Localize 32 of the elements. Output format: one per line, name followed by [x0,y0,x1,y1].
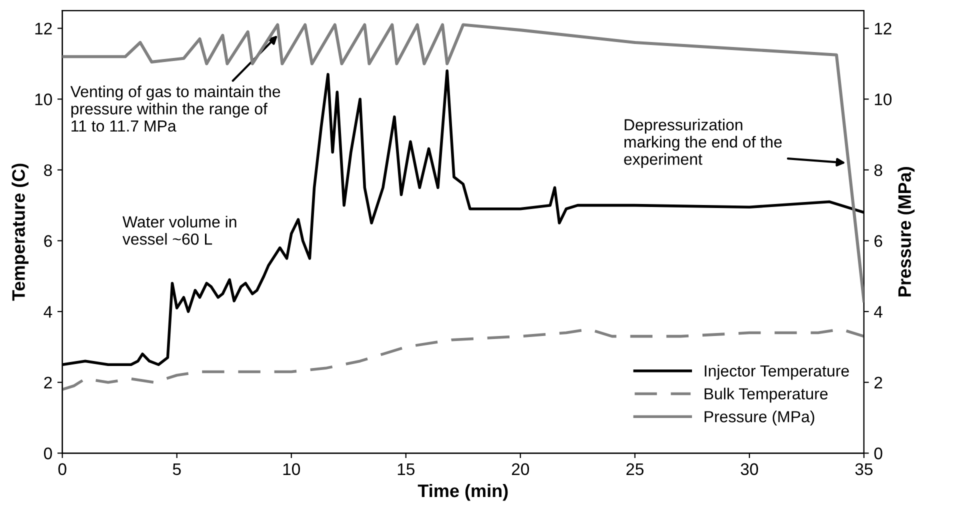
y2-tick-label: 0 [874,448,882,460]
x-tick-label: 35 [855,463,873,476]
legend-label: Injector Temperature [704,364,849,380]
y-tick-label: 10 [35,94,52,106]
annotation: Venting of gas to maintain the pressure within the range of 11 to 11.7 MPa [70,86,280,132]
y-tick-label: 6 [44,235,52,247]
x-tick-label: 5 [172,463,181,476]
annotation: Depressurization marking the end of the experiment [624,118,782,168]
x-tick-label: 10 [283,463,300,476]
y2-tick-label: 8 [874,164,882,176]
annotation: Water volume in vessel ~60 L [122,216,236,245]
y-tick-label: 2 [44,376,52,388]
y-axis-title: Temperature (C) [12,164,29,301]
y2-axis-title: Pressure (MPa) [898,167,915,296]
y-tick-label: 4 [44,306,52,318]
legend-label: Bulk Temperature [704,388,828,403]
legend-label: Pressure (MPa) [704,410,814,426]
x-tick-label: 25 [626,463,644,476]
y-tick-label: 12 [35,22,52,34]
y2-tick-label: 12 [874,22,892,34]
x-tick-label: 30 [740,463,758,476]
y-tick-label: 0 [44,448,52,460]
y-tick-label: 8 [44,164,52,176]
y2-tick-label: 6 [874,235,882,247]
x-tick-label: 0 [58,463,66,476]
y2-tick-label: 10 [874,94,892,106]
x-tick-label: 15 [398,463,414,476]
y2-tick-label: 4 [874,306,882,318]
y2-tick-label: 2 [874,376,882,388]
x-axis-title: Time (min) [418,484,508,501]
x-tick-label: 20 [512,463,530,476]
line-series [62,23,864,302]
